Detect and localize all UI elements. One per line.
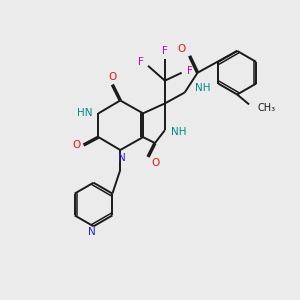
Text: F: F [187, 66, 193, 76]
Text: O: O [152, 158, 160, 168]
Text: NH: NH [195, 82, 210, 93]
Text: NH: NH [171, 127, 187, 137]
Text: CH₃: CH₃ [257, 103, 275, 113]
Text: O: O [108, 72, 116, 82]
Text: O: O [73, 140, 81, 150]
Text: N: N [88, 227, 95, 237]
Text: O: O [178, 44, 186, 54]
Text: F: F [162, 46, 168, 56]
Text: F: F [138, 57, 144, 67]
Text: HN: HN [77, 108, 92, 118]
Text: N: N [118, 153, 126, 163]
